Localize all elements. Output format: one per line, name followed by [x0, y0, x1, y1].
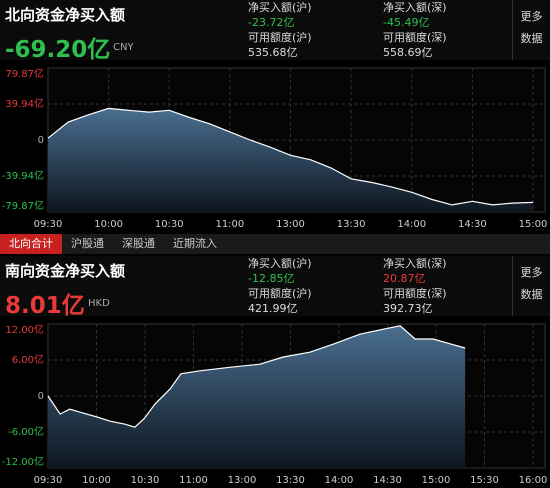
y-tick-label: -39.94亿 [2, 169, 44, 182]
y-tick-label: 6.00亿 [12, 353, 44, 366]
x-tick-label: 13:30 [337, 219, 366, 230]
label: 净买入额(沪) [248, 1, 312, 14]
value: -12.85亿 [248, 272, 295, 285]
currency: CNY [113, 42, 134, 53]
column: 净买入额(沪) -12.85亿 可用额度(沪) 421.99亿 [248, 256, 312, 316]
x-tick-label: 09:30 [34, 475, 63, 486]
tab[interactable]: 沪股通 [71, 237, 104, 250]
x-tick-label: 10:30 [155, 219, 184, 230]
value: 535.68亿 [248, 46, 298, 59]
column: 净买入额(深) 20.87亿 可用额度(深) 392.73亿 [383, 256, 447, 316]
y-tick-label: 0 [38, 135, 44, 146]
tab-bar: 北向合计 沪股通 深股通 近期流入 [0, 234, 550, 254]
value: 421.99亿 [248, 302, 298, 315]
x-tick-label: 10:00 [82, 475, 111, 486]
currency: HKD [88, 298, 110, 309]
x-tick-label: 10:00 [94, 219, 123, 230]
label: 净买入额(深) [383, 257, 447, 270]
y-tick-label: -12.00亿 [2, 455, 44, 468]
x-tick-label: 14:30 [458, 219, 487, 230]
more-text: 更多 [520, 10, 543, 23]
x-tick-label: 13:30 [276, 475, 305, 486]
tab[interactable]: 深股通 [122, 237, 155, 250]
line [47, 325, 466, 428]
y-tick-label: 39.94亿 [5, 97, 44, 110]
column: 净买入额(沪) -23.72亿 可用额度(沪) 535.68亿 [248, 0, 312, 60]
x-tick-label: 09:30 [34, 219, 63, 230]
title: 南向资金净买入额 [5, 262, 126, 280]
label: 可用额度(沪) [248, 31, 312, 44]
label: 可用额度(沪) [248, 287, 312, 300]
x-tick-label: 15:30 [470, 475, 499, 486]
x-tick-label: 11:00 [179, 475, 208, 486]
south-chart: 12.00亿 6.00亿 0 -6.00亿 -12.00亿 09:30 10:00 10:30… [2, 323, 548, 486]
more-text: 数据 [520, 32, 543, 45]
line [47, 107, 534, 206]
total: -69.20亿 [5, 37, 111, 63]
x-tick-label: 16:00 [519, 475, 548, 486]
north-header: 北向资金净买入额 -69.20亿 CNY 净买入额(沪) -23.72亿 可用额… [0, 0, 550, 63]
more-text: 更多 [520, 266, 543, 279]
value: -45.49亿 [383, 16, 430, 29]
x-tick-label: 15:00 [422, 475, 451, 486]
x-tick-label: 14:00 [397, 219, 426, 230]
value: 392.73亿 [383, 302, 433, 315]
south-header: 南向资金净买入额 8.01亿 HKD 净买入额(沪) -12.85亿 可用额度(… [0, 256, 550, 319]
x-tick-label: 11:00 [215, 219, 244, 230]
north-chart: 79.87亿 39.94亿 0 -39.94亿 -79.87亿 09:30 10:00 10:… [2, 67, 548, 230]
more-button[interactable]: 更多 数据 [512, 256, 550, 316]
x-tick-label: 14:00 [325, 475, 354, 486]
x-tick-label: 13:00 [228, 475, 257, 486]
y-tick-label: -79.87亿 [2, 199, 44, 212]
label: 净买入额(深) [383, 1, 447, 14]
y-tick-label: 12.00亿 [5, 323, 44, 336]
y-tick-label: 79.87亿 [5, 67, 44, 80]
label: 净买入额(沪) [248, 257, 312, 270]
x-tick-label: 13:00 [276, 219, 305, 230]
value: 558.69亿 [383, 46, 433, 59]
y-tick-label: 0 [38, 391, 44, 402]
tab[interactable]: 北向合计 [0, 234, 62, 254]
value: 20.87亿 [383, 272, 426, 285]
area [48, 325, 466, 468]
tab[interactable]: 近期流入 [173, 237, 217, 250]
area [48, 108, 533, 212]
more-text: 数据 [520, 288, 543, 301]
more-button[interactable]: 更多 数据 [512, 0, 550, 60]
x-tick-label: 15:00 [519, 219, 548, 230]
total: 8.01亿 [5, 293, 85, 319]
column: 净买入额(深) -45.49亿 可用额度(深) 558.69亿 [383, 0, 447, 60]
x-tick-label: 10:30 [131, 475, 160, 486]
title: 北向资金净买入额 [5, 6, 126, 24]
value: -23.72亿 [248, 16, 295, 29]
label: 可用额度(深) [383, 31, 447, 44]
x-tick-label: 14:30 [373, 475, 402, 486]
label: 可用额度(深) [383, 287, 447, 300]
y-tick-label: -6.00亿 [8, 425, 44, 438]
